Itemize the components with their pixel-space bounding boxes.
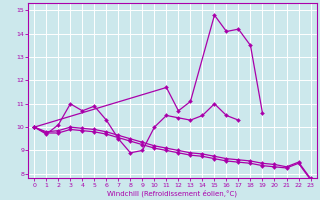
X-axis label: Windchill (Refroidissement éolien,°C): Windchill (Refroidissement éolien,°C) <box>108 189 237 197</box>
